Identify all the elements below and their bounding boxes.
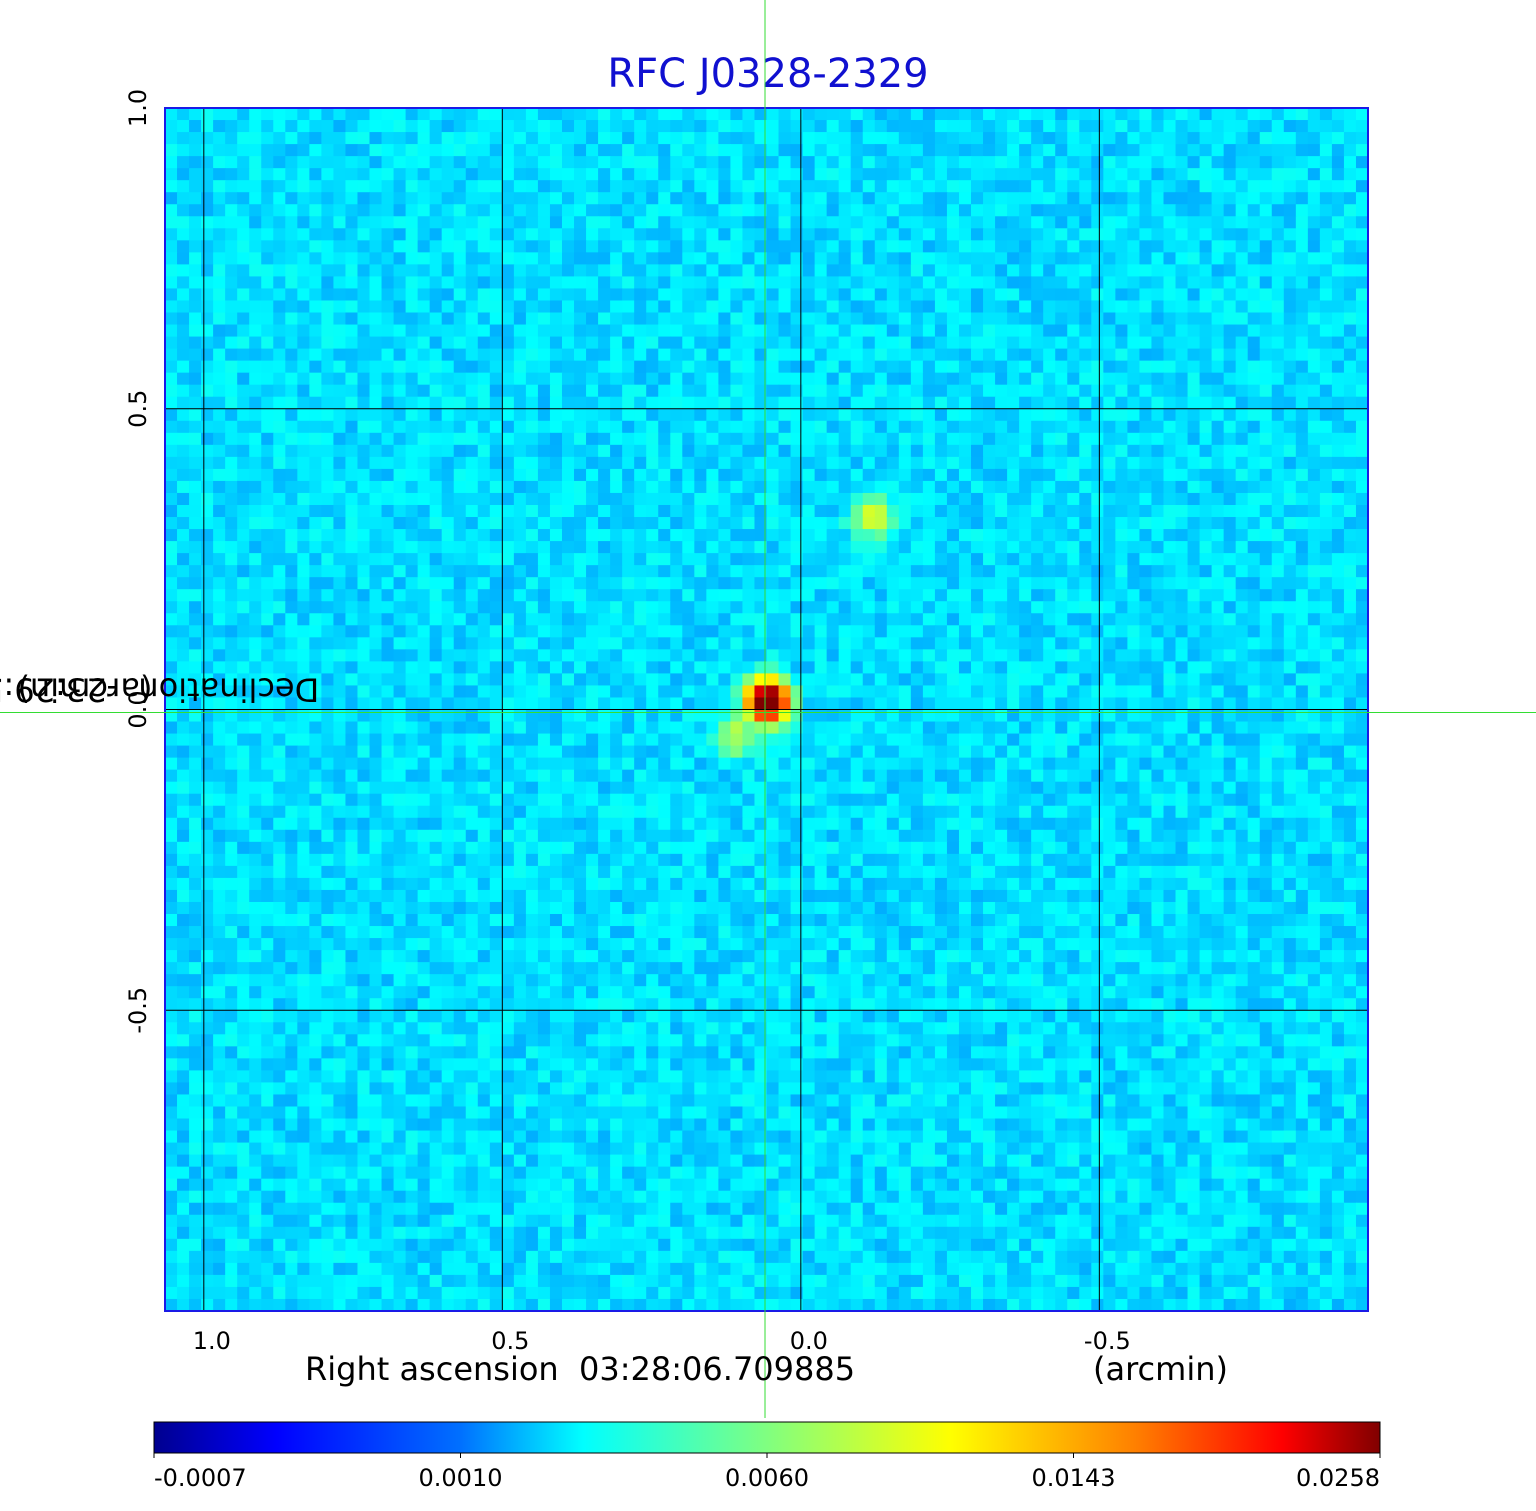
crosshair [0,0,1536,1418]
colorbar-tick-label: 0.0143 [1032,1464,1116,1492]
colorbar-tick-label: 0.0258 [1296,1464,1380,1492]
y-tick-label: 1.0 [124,89,152,127]
axis-ticks: 1.0 0.5 0.0 -0.5 1.0 0.5 0.0 -0.5 [124,89,1131,1355]
plot-frame [164,107,1369,1312]
x-tick-label: 0.0 [790,1327,828,1355]
heatmap-image [165,108,1369,1312]
y-tick-label: 0.0 [124,690,152,728]
x-tick-label: 1.0 [193,1327,231,1355]
x-axis-unit: (arcmin) [1093,1350,1228,1388]
y-tick-label: -0.5 [124,987,152,1034]
colorbar-tick-label: 0.0010 [419,1464,503,1492]
x-tick-label: 0.5 [491,1327,529,1355]
x-tick-label: -0.5 [1084,1327,1131,1355]
x-axis-label: Right ascension 03:28:06.709885 [305,1350,856,1388]
y-axis-unit: (arcmin) [17,670,153,709]
y-tick-label: 0.5 [124,390,152,428]
colorbar [153,1421,1381,1454]
colorbar-ticks: -0.0007 0.0010 0.0060 0.0143 0.0258 [153,1453,1381,1492]
chart-title: RFC J0328-2329 [607,51,929,97]
colorbar-tick-label: 0.0060 [725,1464,809,1492]
colorbar-tick-label: -0.0007 [154,1464,247,1492]
